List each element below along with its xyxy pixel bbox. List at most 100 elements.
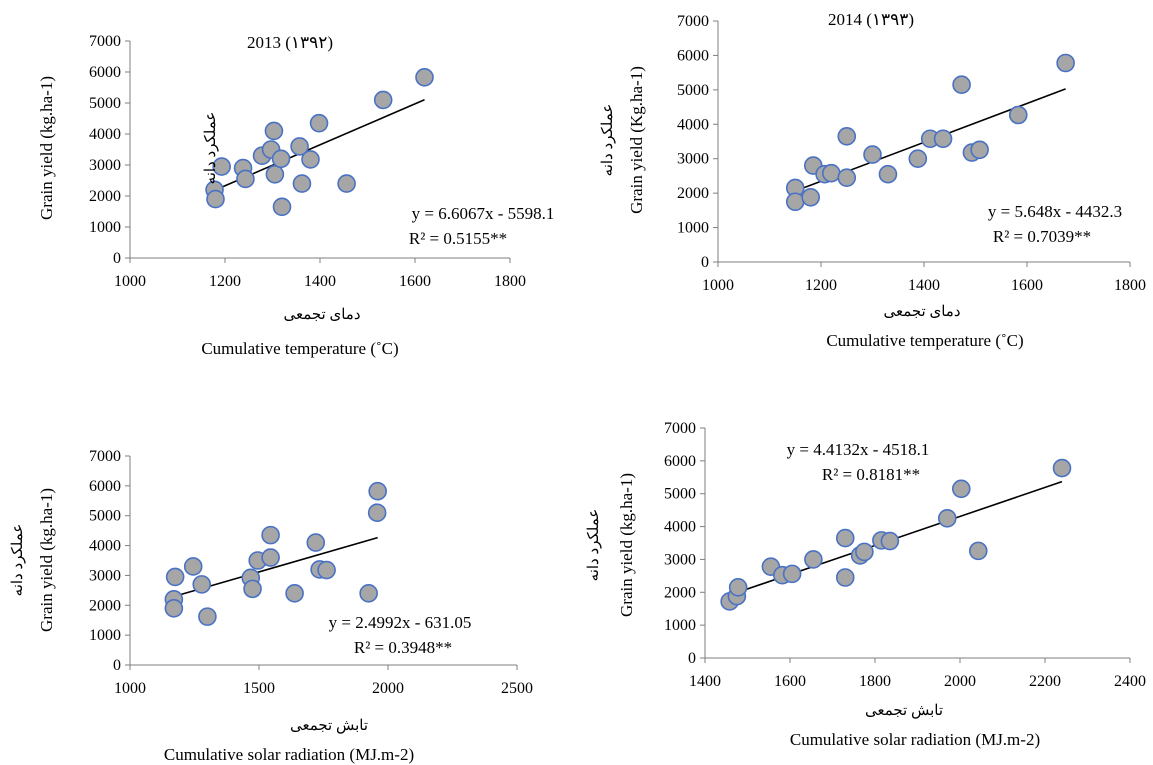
x-tick-label: 1800 xyxy=(859,673,891,690)
chart-title: 2013 (۱۳۹۲) xyxy=(247,33,333,52)
y-axis-label: Grain yield (Kg.ha-1) xyxy=(627,66,646,214)
data-point xyxy=(317,560,336,580)
chart-panel-3: 0 1000 2000 3000 4000 5000 6000 7000 1000 1500 200… xyxy=(10,448,533,764)
data-point xyxy=(359,584,378,603)
y-tick-label: 5000 xyxy=(664,486,696,503)
data-point xyxy=(1008,105,1028,125)
data-point xyxy=(837,168,857,187)
y-axis-label: Grain yield (kg.ha-1) xyxy=(37,488,56,632)
y-tick-label: 3000 xyxy=(664,551,696,568)
y-tick-label: 5000 xyxy=(677,82,709,99)
data-point xyxy=(183,557,203,576)
y-axis-label-persian: عملکرد دانه xyxy=(586,509,602,582)
x-tick-label: 1000 xyxy=(114,273,146,290)
data-point xyxy=(368,481,387,501)
data-point xyxy=(165,567,185,587)
data-point xyxy=(855,542,874,562)
data-point xyxy=(309,113,329,133)
x-tick-label: 1400 xyxy=(908,277,940,294)
x-axis-label: Cumulative solar radiation (MJ.m-2) xyxy=(164,745,414,764)
data-point xyxy=(952,75,971,94)
y-tick-label: 2000 xyxy=(664,584,696,601)
trendline-equation: y = 5.648x - 4432.3 xyxy=(988,202,1122,221)
data-point xyxy=(373,90,393,110)
data-point xyxy=(198,607,217,626)
y-tick-label: 7000 xyxy=(677,13,709,30)
y-tick-label: 0 xyxy=(701,254,709,271)
data-point xyxy=(285,584,304,603)
y-tick-label: 0 xyxy=(688,650,696,667)
y-tick-label: 3000 xyxy=(677,151,709,168)
y-tick-label: 6000 xyxy=(664,453,696,470)
r-squared-label: R² = 0.7039** xyxy=(993,227,1091,246)
trendline-equation: y = 2.4992x - 631.05 xyxy=(329,613,472,632)
data-point xyxy=(272,197,292,217)
data-point xyxy=(908,149,928,169)
x-tick-label: 1000 xyxy=(114,680,146,697)
data-point xyxy=(880,531,900,551)
x-tick-label: 2500 xyxy=(501,680,533,697)
y-tick-label: 0 xyxy=(113,657,121,674)
x-tick-label: 1000 xyxy=(702,277,734,294)
x-tick-label: 1400 xyxy=(689,673,721,690)
data-point xyxy=(968,541,988,561)
y-tick-label: 4000 xyxy=(89,538,121,555)
data-point xyxy=(265,165,285,184)
x-tick-label: 2000 xyxy=(944,673,976,690)
y-tick-label: 3000 xyxy=(89,157,121,174)
chart-panel-2: 0 1000 2000 3000 4000 5000 6000 7000 1000 1200 140… xyxy=(600,10,1146,350)
x-tick-label: 1600 xyxy=(399,273,431,290)
data-point xyxy=(951,479,971,499)
data-point xyxy=(937,509,957,528)
y-tick-label: 6000 xyxy=(89,478,121,495)
trendline-equation: y = 6.6067x - 5598.1 xyxy=(412,204,555,223)
x-tick-label: 2000 xyxy=(372,680,404,697)
x-axis-label: Cumulative temperature (˚C) xyxy=(826,331,1023,350)
data-point xyxy=(236,169,255,189)
trendline-equation: y = 4.4132x - 4518.1 xyxy=(787,440,930,459)
x-axis-label: Cumulative temperature (˚C) xyxy=(201,339,398,358)
y-tick-label: 2000 xyxy=(89,597,121,614)
y-tick-label: 5000 xyxy=(89,508,121,525)
data-point xyxy=(164,598,184,618)
x-tick-label: 1600 xyxy=(1011,277,1043,294)
x-tick-label: 1200 xyxy=(805,277,837,294)
data-point xyxy=(290,137,309,156)
data-point xyxy=(415,67,434,87)
data-point xyxy=(261,525,280,545)
x-axis-label: Cumulative solar radiation (MJ.m-2) xyxy=(790,730,1040,749)
data-point xyxy=(728,578,748,597)
x-axis-label-persian: تابش تجمعی xyxy=(290,718,368,734)
chart-panel-4: 0 1000 2000 3000 4000 5000 6000 7000 1400 1600 180… xyxy=(586,420,1146,749)
y-axis-label-persian: عملکرد دانه xyxy=(600,104,616,177)
y-tick-label: 6000 xyxy=(89,64,121,81)
y-tick-label: 1000 xyxy=(677,220,709,237)
chart-title: 2014 (۱۳۹۳) xyxy=(828,10,914,29)
data-point xyxy=(821,163,841,183)
data-point xyxy=(804,550,823,569)
x-tick-label: 2200 xyxy=(1029,673,1061,690)
data-point xyxy=(271,149,291,169)
x-tick-label: 1500 xyxy=(243,680,275,697)
data-point xyxy=(192,575,212,594)
chart-panel-1: 0 1000 2000 3000 4000 5000 6000 7000 1000 1200 140… xyxy=(37,33,554,358)
y-axis-label: Grain yield (kg.ha-1) xyxy=(617,473,636,617)
y-tick-label: 7000 xyxy=(664,420,696,437)
data-point xyxy=(306,533,326,552)
x-tick-label: 1800 xyxy=(1114,277,1146,294)
y-tick-label: 4000 xyxy=(677,116,709,133)
y-tick-label: 5000 xyxy=(89,95,121,112)
y-tick-label: 0 xyxy=(113,250,121,267)
y-tick-label: 4000 xyxy=(89,126,121,143)
data-point xyxy=(837,127,857,146)
data-point xyxy=(801,187,821,207)
y-tick-label: 1000 xyxy=(89,219,121,236)
x-tick-label: 2400 xyxy=(1114,673,1146,690)
r-squared-label: R² = 0.8181** xyxy=(822,465,920,484)
r-squared-label: R² = 0.3948** xyxy=(354,638,452,657)
data-point xyxy=(212,157,231,176)
data-point xyxy=(863,145,882,164)
data-point xyxy=(206,189,225,209)
data-point xyxy=(835,568,855,587)
